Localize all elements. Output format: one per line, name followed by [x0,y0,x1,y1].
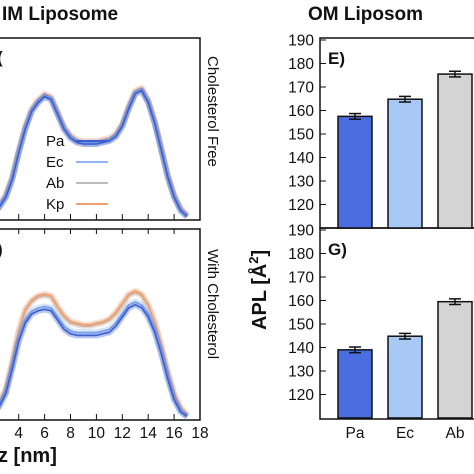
right-y-tick-label: 160 [288,103,314,120]
left-x-tick-label: 14 [140,425,158,442]
legend-label-ec: Ec [46,154,64,171]
bar-ab-top [437,73,473,229]
left-top-side-label: Cholesterol Free [204,56,221,167]
series-line-pa-bottom [0,303,188,418]
right-y-tick-label: 180 [288,56,314,73]
bar-ab-bottom [437,300,473,419]
right-title: OM Liposom [308,4,423,25]
right-y-tick-label: 130 [288,364,314,381]
legend: Pa Ec Ab Kp [46,133,108,213]
left-bottom-letter: ) [0,240,3,259]
left-x-tick-label: 4 [14,425,23,442]
left-x-tick-label: 10 [88,425,106,442]
left-top-frame [0,37,201,221]
right-x-tick-label: Ec [396,425,414,442]
right-y-label-sup: 2 [246,256,261,263]
right-y-tick-label: 170 [288,80,314,97]
right-bottom-bars [337,298,473,419]
right-x-ticks: Pa Ec Ab [346,425,465,442]
right-y-tick-label: 140 [288,150,314,167]
right-y-tick-label: 180 [288,246,314,263]
left-x-tick-label: 16 [165,425,182,442]
right-y-label-close: ] [249,250,271,257]
series-line-kp-bottom [0,290,188,416]
right-y-tick-label: 160 [288,293,314,310]
right-y-tick-label: 120 [288,197,314,214]
series-line-pa-top [0,89,188,218]
legend-label-kp: Kp [46,196,64,213]
left-x-tick-label: 18 [191,425,208,442]
right-top-y-ticks: 120 130 140 150 160 170 180 190 [288,33,326,214]
right-top-letter: E) [328,49,345,68]
legend-label-pa: Pa [46,133,65,150]
legend-label-ab: Ab [46,175,64,192]
right-y-tick-label: 130 [288,174,314,191]
right-y-label-main: APL [Å [247,264,271,330]
right-x-tick-label: Ab [446,425,465,442]
right-y-tick-label: 190 [288,33,314,50]
right-y-tick-label: 140 [288,340,314,357]
left-x-tick-label: 8 [66,425,75,442]
right-bottom-letter: G) [328,240,347,259]
left-bottom-lines [0,288,190,419]
right-y-tick-label: 150 [288,317,314,334]
right-x-tick-label: Pa [346,425,365,442]
bar-ec-bottom [387,335,423,419]
left-bottom-side-label: With Cholesterol [204,249,221,359]
left-bottom-frame [0,228,201,421]
right-y-tick-label: 150 [288,127,314,144]
right-y-tick-label: 190 [288,223,314,240]
series-line-ec-bottom [0,300,188,418]
bar-pa-top [337,115,373,229]
bar-pa-bottom [337,349,373,419]
right-bottom-y-ticks: 120 130 140 150 160 170 180 190 [288,223,326,404]
right-y-label: APL [Å2] [246,250,271,330]
left-x-label: z [nm] [0,445,57,467]
left-x-tick-label: 6 [40,425,49,442]
right-y-tick-label: 170 [288,270,314,287]
left-x-tick-label: 12 [114,425,131,442]
series-band-pa-top [0,87,190,219]
left-x-ticks: 4 6 8 10 12 14 16 18 [14,214,209,442]
left-title: IM Liposome [2,4,118,25]
right-top-bars [337,70,473,229]
bar-ec-top [387,98,423,229]
left-top-letter: ( [0,48,3,67]
left-top-lines [0,84,190,219]
right-y-tick-label: 120 [288,387,314,404]
